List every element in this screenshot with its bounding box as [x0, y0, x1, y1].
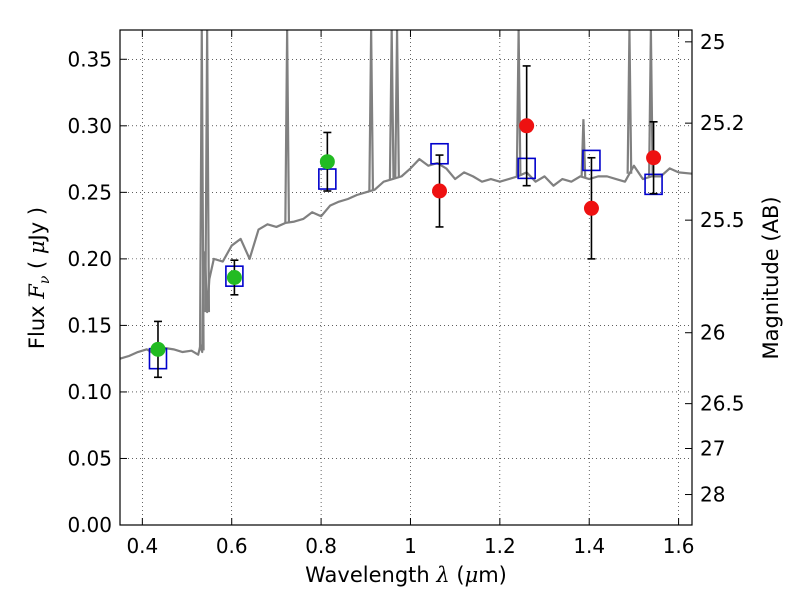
emission-line-spike — [388, 29, 395, 180]
magnitude-tick-label: 25.5 — [700, 208, 745, 232]
observed-flux-point — [432, 183, 448, 199]
magnitude-tick-label: 28 — [700, 483, 725, 507]
model-spectrum — [119, 29, 693, 360]
observed-flux-point — [226, 270, 242, 285]
observed-flux-point — [319, 154, 335, 170]
emission-line-spike — [368, 29, 375, 191]
y-tick-label: 0.15 — [67, 313, 112, 337]
emission-line-spike — [626, 29, 633, 174]
x-tick-label: 0.8 — [305, 534, 337, 558]
y-tick-label: 0.10 — [67, 380, 112, 404]
y-tick-label: 0.35 — [67, 47, 112, 71]
x-tick-label: 1.6 — [663, 534, 695, 558]
photometry-points — [148, 65, 663, 379]
observed-flux-point — [519, 118, 535, 134]
magnitude-tick-label: 27 — [700, 436, 725, 460]
right-axis-ticks: 25 25.2 25.5 26 26.5 27 28 — [685, 30, 745, 507]
y2-axis-label: Magnitude (AB) — [759, 196, 783, 359]
plot-frame — [119, 29, 693, 526]
emission-line-spike — [284, 29, 291, 223]
x-tick-label: 0.6 — [216, 534, 248, 558]
x-tick-label: 0.4 — [126, 534, 158, 558]
x-tick-label: 1.4 — [573, 534, 605, 558]
magnitude-tick-label: 25.2 — [700, 111, 745, 135]
y-axis-label: Flux Fν ( μJy ) — [25, 207, 53, 349]
y-tick-label: 0.00 — [67, 513, 112, 537]
x-tick-label: 1 — [404, 534, 417, 558]
observed-flux-point — [583, 200, 599, 216]
y-axis-ticks: 0.00 0.05 0.10 0.15 0.20 0.25 0.30 0.35 — [67, 47, 127, 537]
magnitude-tick-label: 25 — [700, 30, 725, 54]
y-tick-label: 0.05 — [67, 446, 112, 470]
emission-line-spike — [515, 29, 522, 176]
y-tick-label: 0.30 — [67, 114, 112, 138]
observed-flux-point — [150, 341, 166, 357]
emission-line-spike — [394, 29, 400, 178]
y-tick-label: 0.20 — [67, 247, 112, 271]
magnitude-tick-label: 26 — [700, 321, 725, 345]
magnitude-tick-label: 26.5 — [700, 392, 745, 416]
observed-flux-point — [646, 150, 662, 166]
emission-line-spike — [204, 29, 211, 313]
x-tick-label: 1.2 — [484, 534, 516, 558]
x-axis-label: Wavelength λ (μm) — [305, 563, 507, 587]
emission-line-spike — [198, 29, 205, 351]
y-tick-label: 0.25 — [67, 180, 112, 204]
x-axis-ticks: 0.4 0.6 0.8 1 1.2 1.4 1.6 — [126, 30, 695, 558]
